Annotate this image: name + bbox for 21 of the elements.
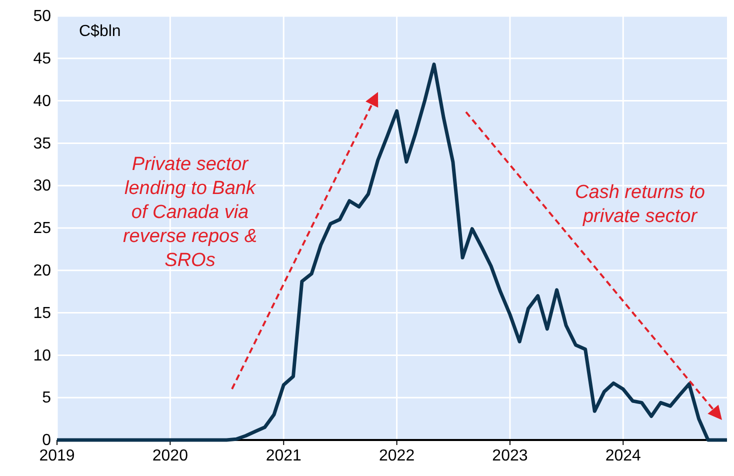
y-tick-label: 0 xyxy=(42,432,52,450)
y-axis-title: C$bln xyxy=(79,23,121,40)
x-tick-label: 2019 xyxy=(39,447,75,464)
y-tick-label: 45 xyxy=(33,50,52,68)
annotation: Cash returns to private sector xyxy=(575,182,705,227)
y-tick-label: 10 xyxy=(33,347,52,364)
annotation: Private sector lending to Bank of Canada via reverse repos & SROs xyxy=(122,154,258,271)
y-tick-label: 5 xyxy=(42,390,52,407)
x-tick-label: 2024 xyxy=(605,447,642,464)
y-tick-label: 35 xyxy=(33,135,52,152)
line-series xyxy=(55,62,729,442)
y-tick-label: 15 xyxy=(33,304,52,322)
y-tick-label: 25 xyxy=(33,220,52,238)
x-tick-label: 2021 xyxy=(266,447,302,464)
y-tick-label: 40 xyxy=(33,92,52,110)
y-tick-label: 20 xyxy=(33,262,52,280)
x-tick-label: 2020 xyxy=(152,447,188,464)
y-tick-label: 30 xyxy=(33,178,52,195)
x-tick-label: 2022 xyxy=(379,447,415,464)
x-tick-label: 2023 xyxy=(492,447,528,464)
y-tick-label: 50 xyxy=(33,8,52,26)
